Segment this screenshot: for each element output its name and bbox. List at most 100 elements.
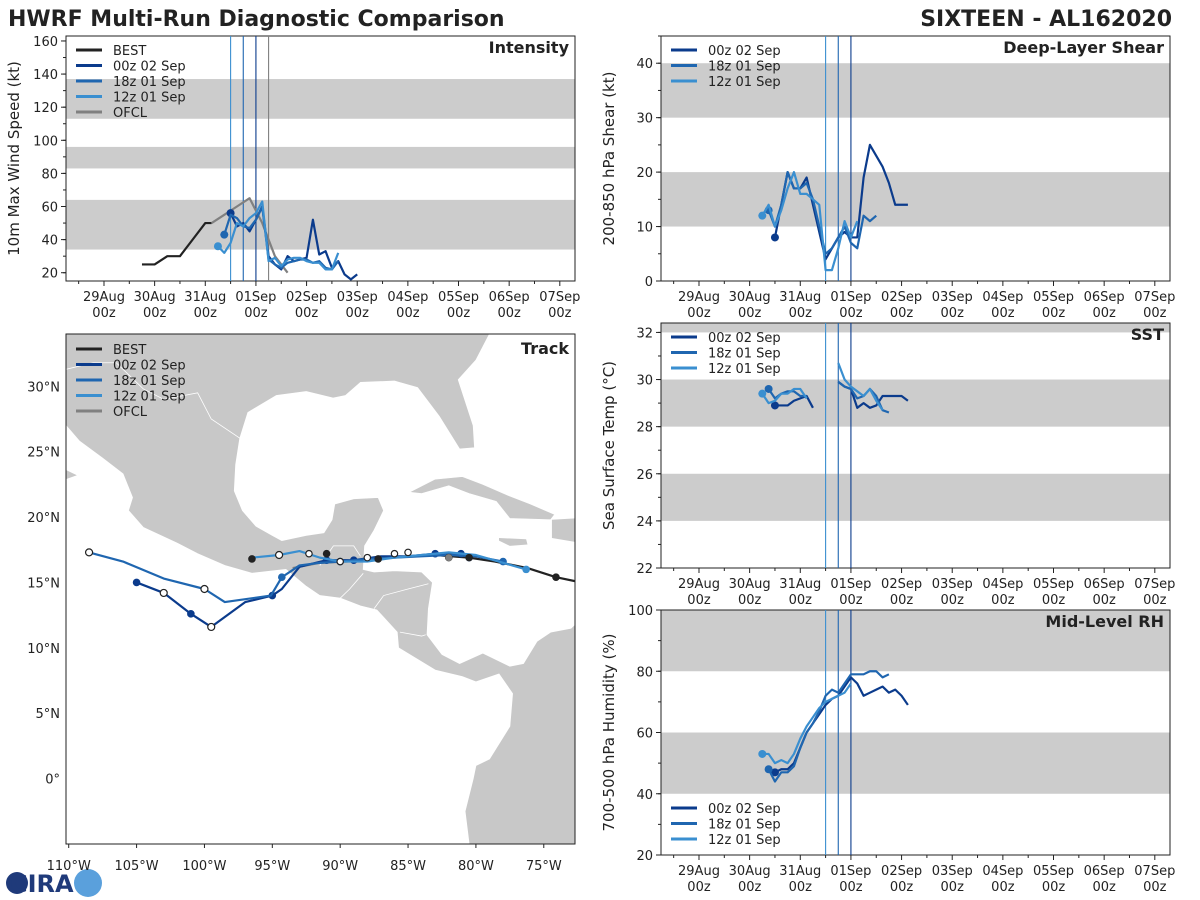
track-land-mainland — [66, 334, 575, 844]
rh-ytick-label: 60 — [636, 727, 653, 742]
rh-legend-label: 12z 01 Sep — [708, 833, 781, 848]
sst-xtick-hour: 00z — [1042, 593, 1066, 608]
track-ytick-label: 30°N — [27, 380, 60, 395]
track-title: Track — [521, 339, 569, 358]
intensity-xtick-date: 04Sep — [387, 290, 428, 305]
rh-point-run00z — [770, 768, 779, 777]
intensity-series-BEST — [141, 221, 212, 266]
sst-band — [661, 473, 1170, 521]
sst-point-run18z — [764, 384, 773, 393]
intensity-xtick-hour: 00z — [396, 306, 420, 321]
shear-point-run12z — [758, 211, 767, 220]
intensity-ytick-label: 100 — [33, 134, 58, 149]
intensity-xtick-hour: 00z — [497, 306, 521, 321]
rh-xtick-date: 30Aug — [729, 864, 771, 879]
sst-xtick-date: 03Sep — [932, 577, 973, 592]
sst-ytick-label: 24 — [636, 515, 653, 530]
rh-xtick-hour: 00z — [839, 880, 863, 895]
track-xtick-label: 110°W — [47, 859, 91, 874]
intensity-xtick-hour: 00z — [346, 306, 370, 321]
shear-xtick-date: 01Sep — [830, 290, 871, 305]
rh-xtick-hour: 00z — [1092, 880, 1116, 895]
shear-ylabel: 200-850 hPa Shear (kt) — [600, 72, 618, 246]
track-xtick-label: 95°W — [254, 859, 290, 874]
track-xtick-label: 90°W — [322, 859, 358, 874]
track-point-BEST — [465, 553, 473, 562]
sst-xtick-date: 06Sep — [1084, 577, 1125, 592]
intensity-ytick-label: 40 — [41, 234, 58, 249]
rh-ytick-label: 100 — [628, 604, 653, 619]
rh-xtick-hour: 00z — [687, 880, 711, 895]
shear-legend-label: 12z 01 Sep — [708, 75, 781, 90]
sst-legend-label: 00z 02 Sep — [708, 331, 781, 346]
intensity-xtick-hour: 00z — [143, 306, 167, 321]
sst-point-run00z — [770, 401, 779, 410]
sst-xtick-hour: 00z — [941, 593, 965, 608]
sst-xtick-hour: 00z — [687, 593, 711, 608]
rh-band — [661, 610, 1170, 672]
track-panel: 110°W 105°W 100°W 95°W 90°W 85°W 80°W 75°W 0° 5°N… — [27, 333, 576, 874]
rh-xtick-date: 07Sep — [1134, 864, 1175, 879]
intensity-xtick-date: 06Sep — [489, 290, 530, 305]
rh-ytick-label: 80 — [636, 665, 653, 680]
sst-ytick-label: 22 — [636, 562, 653, 577]
intensity-series-run12z — [217, 200, 340, 271]
track-legend-label: 12z 01 Sep — [113, 390, 186, 405]
sst-title: SST — [1131, 325, 1164, 344]
track-line-run18z — [88, 551, 504, 604]
shear-title: Deep-Layer Shear — [1003, 38, 1164, 57]
rh-xtick-hour: 00z — [1042, 880, 1066, 895]
sst-ytick-label: 30 — [636, 374, 653, 389]
rh-xtick-date: 29Aug — [678, 864, 720, 879]
intensity-xtick-hour: 00z — [295, 306, 319, 321]
intensity-xtick-hour: 00z — [92, 306, 116, 321]
intensity-point-run18z — [220, 230, 229, 239]
intensity-xtick-date: 05Sep — [438, 290, 479, 305]
track-ytick-label: 5°N — [36, 707, 61, 722]
shear-xtick-hour: 00z — [789, 306, 813, 321]
shear-series-run12z — [761, 171, 859, 272]
shear-xtick-date: 05Sep — [1033, 290, 1074, 305]
shear-xtick-date: 30Aug — [729, 290, 771, 305]
intensity-xtick-hour: 00z — [548, 306, 572, 321]
rh-ytick-label: 20 — [636, 849, 653, 864]
track-ytick-label: 15°N — [27, 576, 60, 591]
track-point-BEST — [374, 555, 382, 563]
track-border — [399, 631, 426, 637]
shear-xtick-hour: 00z — [738, 306, 762, 321]
shear-band — [661, 172, 1170, 227]
rh-xtick-hour: 00z — [789, 880, 813, 895]
track-xtick-label: 105°W — [114, 859, 158, 874]
track-point-open — [305, 549, 313, 558]
shear-xtick-hour: 00z — [687, 306, 711, 321]
intensity-xtick-date: 01Sep — [235, 290, 276, 305]
intensity-legend-label: 12z 01 Sep — [113, 91, 186, 106]
sst-xtick-date: 29Aug — [678, 577, 720, 592]
track-xtick-label: 75°W — [526, 859, 562, 874]
sst-xtick-hour: 00z — [789, 593, 813, 608]
intensity-xtick-hour: 00z — [194, 306, 218, 321]
rh-xtick-date: 01Sep — [830, 864, 871, 879]
sst-ytick-label: 28 — [636, 421, 653, 436]
shear-xtick-hour: 00z — [941, 306, 965, 321]
intensity-legend-label: 18z 01 Sep — [113, 75, 186, 90]
sst-ytick-label: 32 — [636, 326, 653, 341]
intensity-series-OFCL — [211, 197, 289, 274]
intensity-xtick-date: 07Sep — [539, 290, 580, 305]
shear-xtick-hour: 00z — [1143, 306, 1167, 321]
intensity-ytick-label: 60 — [41, 201, 58, 216]
sst-panel: 22242628303229Aug00z30Aug00z31Aug00z01Se… — [600, 322, 1175, 608]
rh-band — [661, 732, 1170, 794]
track-point-open — [207, 622, 216, 632]
track-point-open — [275, 550, 284, 560]
sst-xtick-hour: 00z — [890, 593, 914, 608]
rh-point-run12z — [758, 749, 767, 758]
sst-xtick-date: 01Sep — [830, 577, 871, 592]
sst-legend-label: 12z 01 Sep — [708, 362, 781, 377]
shear-xtick-hour: 00z — [1042, 306, 1066, 321]
intensity-ytick-label: 140 — [33, 68, 58, 83]
sst-xtick-date: 30Aug — [729, 577, 771, 592]
rh-ytick-label: 40 — [636, 788, 653, 803]
sst-band — [661, 379, 1170, 427]
intensity-legend-label: 00z 02 Sep — [113, 60, 186, 75]
